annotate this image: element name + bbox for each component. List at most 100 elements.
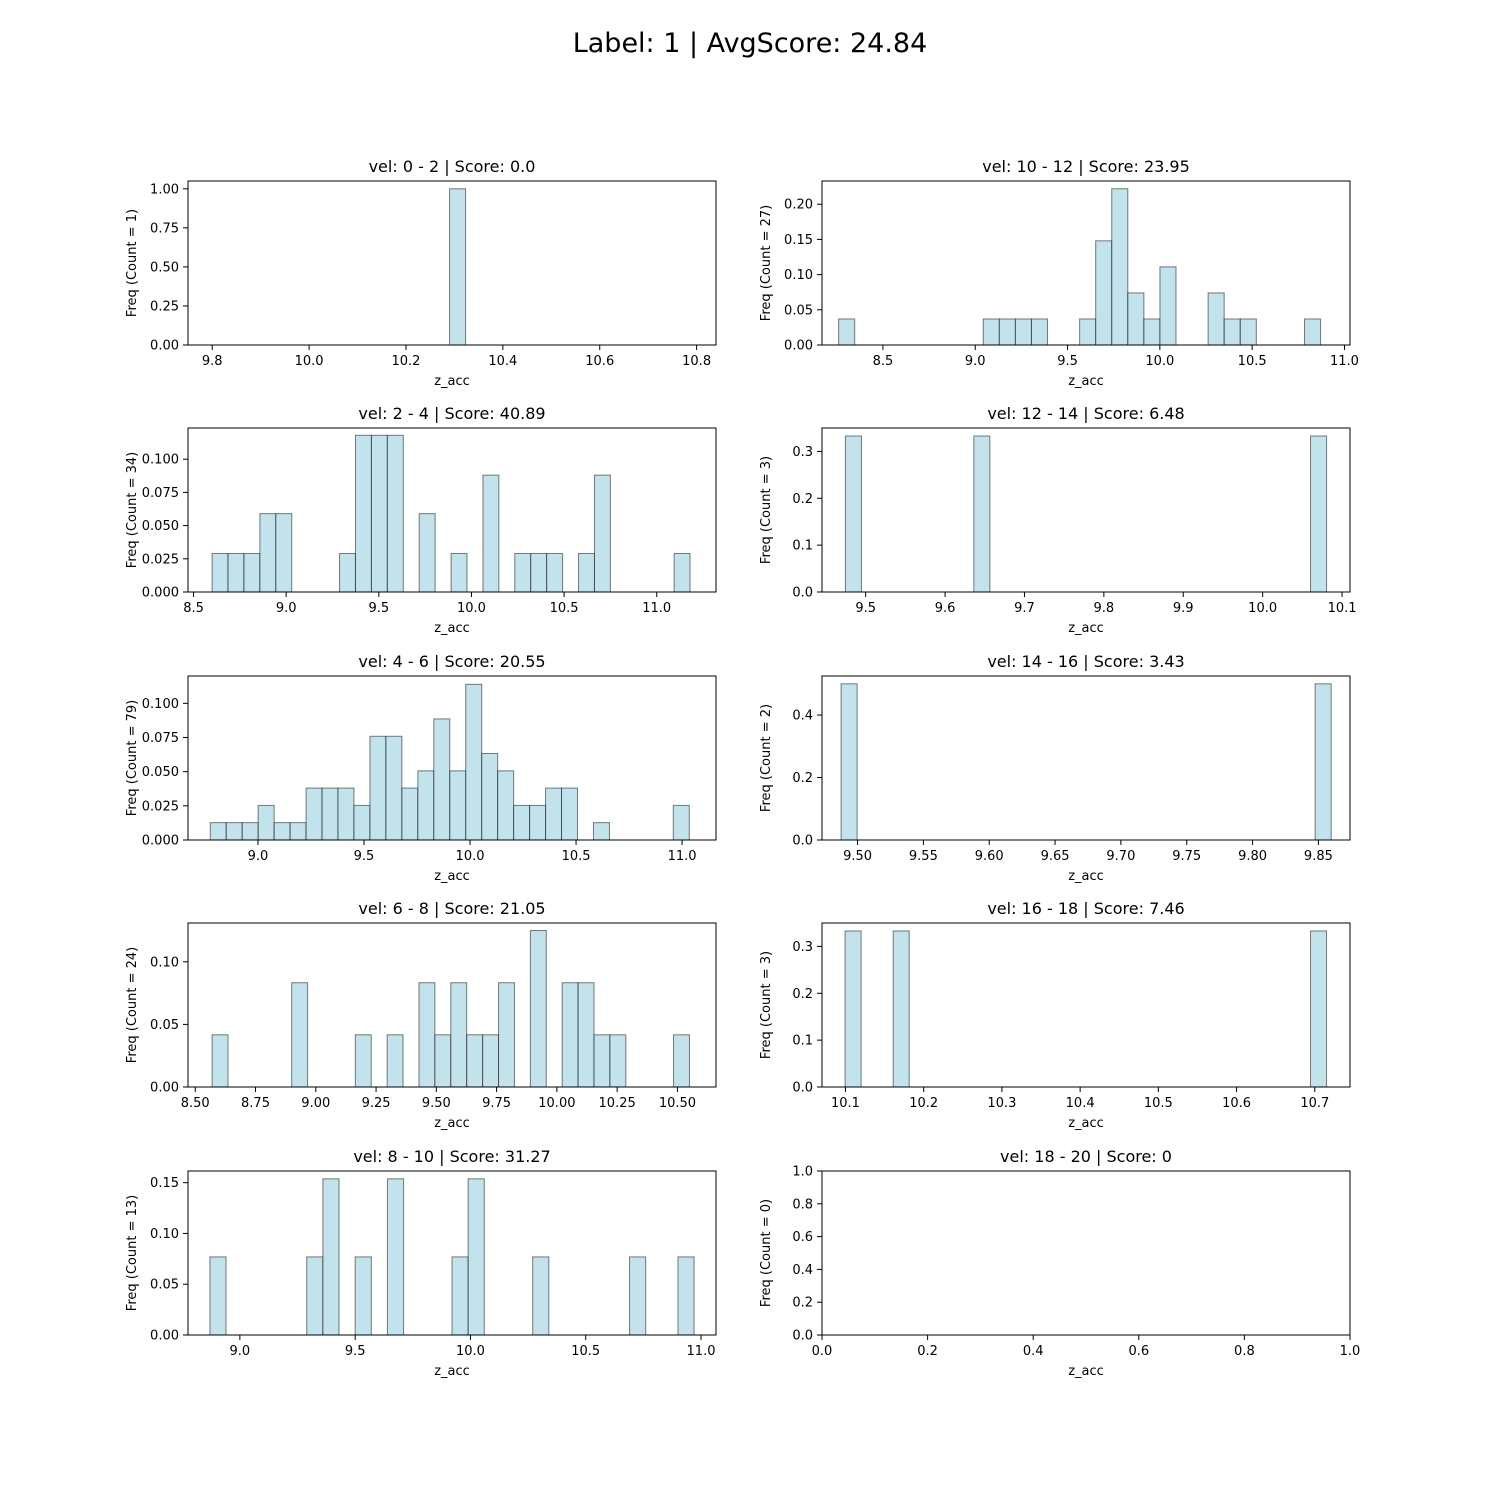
histogram-bar: [1127, 292, 1145, 346]
histogram-bar: [451, 1256, 469, 1336]
histogram-bar: [257, 804, 275, 841]
x-tick-label: 9.0: [965, 354, 986, 369]
x-tick-label: 10.5: [562, 849, 591, 864]
y-tick-label: 0.100: [142, 697, 179, 712]
histogram-bar: [1143, 318, 1161, 346]
x-tick-label: 10.1: [1328, 601, 1357, 616]
histogram-bar: [532, 1256, 550, 1336]
x-tick-label: 9.00: [301, 1096, 330, 1111]
histogram-bar: [578, 552, 595, 593]
subplot-title: vel: 18 - 20 | Score: 0: [1000, 1147, 1172, 1166]
x-tick-label: 10.1: [831, 1096, 860, 1111]
axes-frame: [187, 675, 717, 841]
x-axis-label: z_acc: [434, 869, 470, 884]
x-tick-label: 10.2: [909, 1096, 938, 1111]
y-tick-label: 0.6: [792, 1230, 813, 1245]
y-axis-label: Freq (Count = 24): [125, 947, 140, 1063]
x-tick-label: 10.50: [659, 1096, 696, 1111]
x-tick-label: 10.6: [1222, 1096, 1251, 1111]
y-axis-label: Freq (Count = 1): [125, 209, 140, 317]
x-tick-label: 10.4: [488, 354, 517, 369]
x-axis-label: z_acc: [434, 1364, 470, 1379]
y-tick-label: 0.1: [792, 1034, 813, 1049]
x-tick-label: 10.0: [1145, 354, 1174, 369]
histogram-bar: [677, 1256, 695, 1336]
histogram-bar: [305, 787, 323, 841]
subplot-title: vel: 14 - 16 | Score: 3.43: [987, 652, 1184, 671]
axes-frame: [187, 180, 717, 346]
histogram-bar: [321, 787, 339, 841]
histogram-bar: [354, 434, 372, 593]
subplot: 9.0 9.5 10.0 10.5 11.0 0.00 0.05 0.10 0.15 z_acc F…: [125, 1147, 717, 1379]
x-axis-label: z_acc: [1068, 621, 1104, 636]
y-axis-label: Freq (Count = 3): [759, 456, 774, 564]
axes-frame: [821, 675, 1351, 841]
x-tick-label: 9.8: [1094, 601, 1115, 616]
y-tick-label: 0.8: [792, 1197, 813, 1212]
histogram-bar: [370, 434, 388, 593]
x-tick-label: 9.0: [248, 849, 269, 864]
y-tick-label: 0.00: [784, 339, 813, 354]
histogram-bar: [593, 1034, 611, 1088]
subplot: 8.50 8.75 9.00 9.25 9.50 9.75 10.00 10.25 10.50 0…: [125, 899, 717, 1131]
histogram-bar: [322, 1178, 340, 1336]
histogram-bar: [998, 318, 1016, 346]
y-axis-label: Freq (Count = 2): [759, 704, 774, 812]
x-tick-label: 10.25: [599, 1096, 636, 1111]
histogram-bar: [466, 1034, 484, 1088]
y-tick-label: 0.1: [792, 539, 813, 554]
subplot-title: vel: 10 - 12 | Score: 23.95: [982, 157, 1190, 176]
subplot-title: vel: 0 - 2 | Score: 0.0: [369, 157, 536, 176]
histogram-bar: [609, 1034, 627, 1088]
histogram-bar: [306, 1256, 324, 1336]
histogram-bar: [546, 552, 564, 593]
histogram-bar: [530, 552, 548, 593]
histogram-bar: [386, 1034, 404, 1088]
axes-frame: [821, 1170, 1351, 1336]
histogram-bar: [513, 804, 531, 841]
histogram-bar: [211, 1034, 229, 1088]
x-tick-label: 9.50: [422, 1096, 451, 1111]
y-tick-label: 0.15: [150, 1176, 179, 1191]
y-tick-label: 0.00: [150, 1081, 179, 1096]
axes-frame: [821, 180, 1351, 346]
histogram-bar: [592, 822, 610, 841]
subplot: 9.50 9.55 9.60 9.65 9.70 9.75 9.80 9.85 0.0 0.2 0.…: [759, 652, 1351, 884]
x-tick-label: 10.2: [392, 354, 421, 369]
y-tick-label: 0.2: [792, 771, 813, 786]
y-tick-label: 0.0: [792, 1329, 813, 1344]
x-tick-label: 10.7: [1300, 1096, 1329, 1111]
histogram-bar: [1159, 266, 1177, 346]
y-tick-label: 0.050: [142, 765, 179, 780]
x-tick-label: 10.4: [1066, 1096, 1095, 1111]
histogram-bar: [545, 787, 563, 841]
histogram-bar: [241, 822, 259, 841]
histogram-bar: [1111, 188, 1129, 346]
histogram-bar: [467, 1178, 485, 1336]
subplot-title: vel: 4 - 6 | Score: 20.55: [358, 652, 545, 671]
y-tick-label: 0.05: [150, 1018, 179, 1033]
histogram-bar: [561, 787, 579, 841]
subplot-title: vel: 16 - 18 | Score: 7.46: [987, 899, 1184, 918]
subplot: 10.1 10.2 10.3 10.4 10.5 10.6 10.7 0.0 0.1 0.2 0.3…: [759, 899, 1351, 1131]
histogram-bar: [243, 552, 261, 593]
histogram-bar: [354, 1034, 372, 1088]
x-tick-label: 10.0: [1248, 601, 1277, 616]
histogram-bar: [401, 787, 419, 841]
y-tick-label: 0.4: [792, 1263, 813, 1278]
y-tick-label: 0.0: [792, 586, 813, 601]
x-tick-label: 0.8: [1234, 1344, 1255, 1359]
x-axis-label: z_acc: [1068, 1116, 1104, 1131]
x-tick-label: 9.0: [276, 601, 297, 616]
x-tick-label: 11.0: [1330, 354, 1359, 369]
x-tick-label: 9.5: [368, 601, 389, 616]
axes-frame: [821, 427, 1351, 593]
histogram-bar: [593, 474, 611, 593]
y-tick-label: 0.50: [150, 260, 179, 275]
histogram-bar: [973, 435, 991, 593]
x-tick-label: 9.8: [202, 354, 223, 369]
x-tick-label: 8.75: [241, 1096, 270, 1111]
histogram-bar: [577, 982, 595, 1088]
x-tick-label: 9.75: [1172, 849, 1201, 864]
histogram-bar: [482, 1034, 500, 1088]
